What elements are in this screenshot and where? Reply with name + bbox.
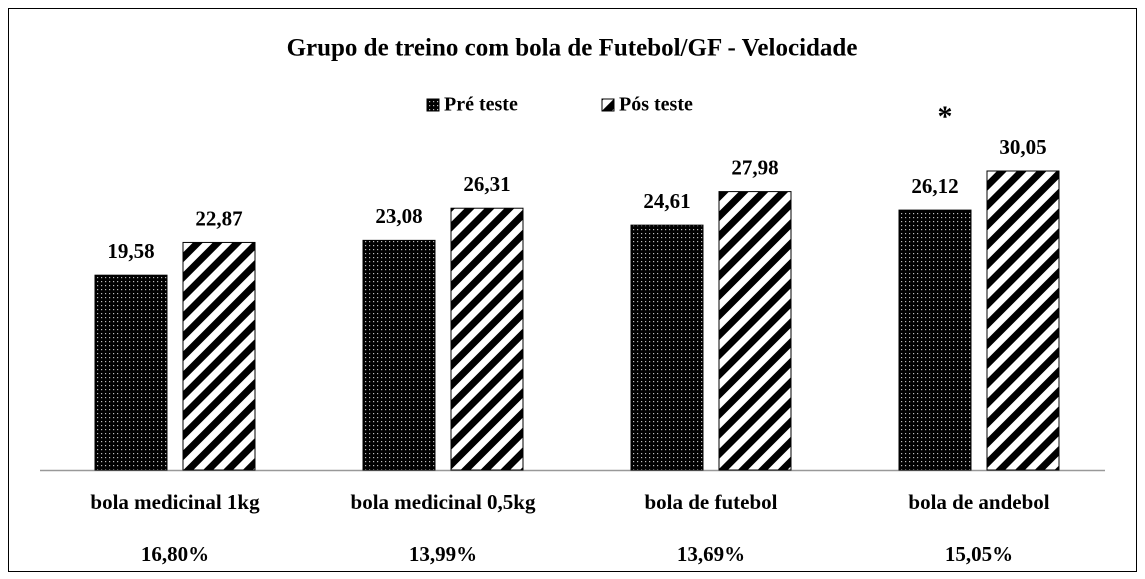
bar	[718, 191, 792, 471]
bar	[450, 207, 524, 471]
legend-swatch	[426, 98, 440, 112]
bar	[94, 274, 168, 471]
annotation: *	[938, 100, 953, 133]
value-label: 23,08	[375, 204, 422, 228]
value-label: 26,31	[463, 172, 510, 196]
legend-swatch	[601, 98, 615, 112]
value-label: 27,98	[731, 155, 778, 179]
value-label: 24,61	[643, 189, 690, 213]
percent-change: 15,05%	[945, 542, 1013, 566]
x-tick-label: bola medicinal 1kg	[90, 490, 260, 514]
value-label: 30,05	[999, 135, 1046, 159]
legend-text: Pós teste	[619, 94, 693, 116]
x-tick-label: bola medicinal 0,5kg	[351, 490, 536, 514]
x-tick-label: bola de andebol	[908, 490, 1049, 514]
bar	[362, 239, 436, 471]
percent-change: 13,99%	[409, 542, 477, 566]
bar	[630, 224, 704, 471]
chart-title: Grupo de treino com bola de Futebol/GF -…	[287, 35, 858, 62]
value-label: 26,12	[911, 174, 958, 198]
legend-text: Pré teste	[444, 94, 518, 116]
bar	[986, 170, 1060, 471]
percent-change: 13,69%	[677, 542, 745, 566]
value-label: 22,87	[195, 206, 242, 230]
bar	[898, 209, 972, 471]
value-label: 19,58	[107, 239, 154, 263]
x-tick-label: bola de futebol	[644, 490, 777, 514]
percent-change: 16,80%	[141, 542, 209, 566]
bar	[182, 241, 256, 471]
